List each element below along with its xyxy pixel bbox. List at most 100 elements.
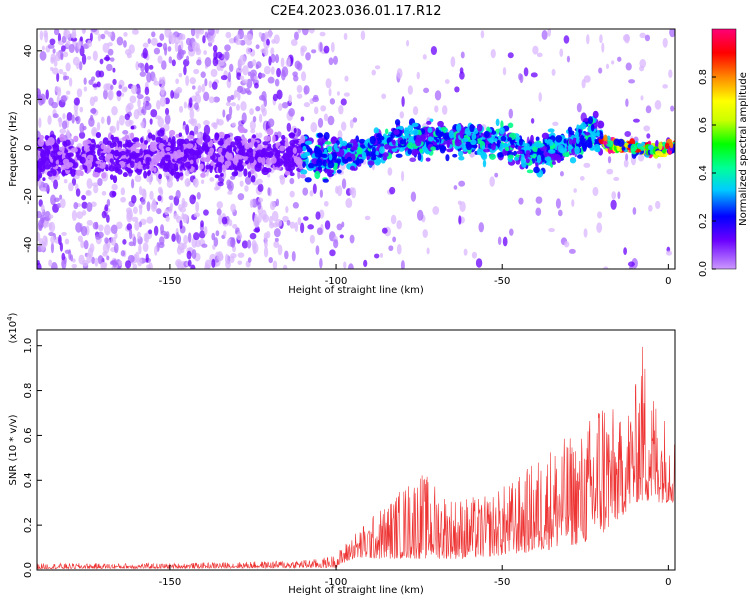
spectrogram-blob xyxy=(573,188,577,193)
spectrogram-blob xyxy=(225,31,232,39)
spectrogram-blob xyxy=(106,198,111,207)
spectrogram-blob xyxy=(257,132,263,139)
spectrogram-blob xyxy=(200,172,206,178)
spectrogram-blob xyxy=(312,96,320,103)
spectrogram-blob xyxy=(84,165,88,173)
spectrogram-blob xyxy=(289,221,296,229)
spectrogram-blob xyxy=(320,105,327,112)
spectrogram-blob xyxy=(97,177,103,187)
spectrogram-blob xyxy=(37,160,40,168)
spectrogram-blob xyxy=(107,48,114,56)
spectrogram-blob xyxy=(205,164,210,170)
spectrogram-blob xyxy=(60,198,66,209)
spectrogram-blob xyxy=(250,175,256,183)
spectrogram-blob xyxy=(160,160,165,165)
spectrogram-blob xyxy=(253,75,259,80)
spectrogram-blob xyxy=(258,31,263,38)
spectrogram-blob xyxy=(362,151,367,160)
spectrogram-blob xyxy=(315,211,321,220)
spectrogram-blob xyxy=(138,185,143,196)
spectrogram-blob xyxy=(124,113,131,121)
spectrogram-blob xyxy=(165,215,170,222)
spectrogram-blob xyxy=(455,123,462,132)
spectrogram-blob xyxy=(416,209,424,221)
spectrogram-blob xyxy=(545,156,552,163)
spectrogram-blob xyxy=(110,224,118,234)
spectrogram-blob xyxy=(215,230,220,237)
spectrogram-blob xyxy=(396,243,402,255)
spectrogram-blob xyxy=(640,95,644,101)
spectrogram-y-ticks: -40 -20 0 20 40 xyxy=(23,44,42,253)
spectrogram-blob xyxy=(217,251,224,262)
spectrogram-blob xyxy=(255,44,260,50)
spectrogram-blob xyxy=(323,200,329,207)
spectrogram-blob xyxy=(349,187,355,196)
spectrogram-blob xyxy=(440,126,448,132)
spectrogram-blob xyxy=(173,36,181,45)
spectrogram-blob xyxy=(292,147,297,154)
spectrogram-blob xyxy=(470,139,477,146)
spectrogram-blob xyxy=(270,47,275,55)
spectrogram-blob xyxy=(88,117,95,127)
spectrogram-blob xyxy=(465,142,473,151)
spectrogram-blob xyxy=(288,132,295,139)
spectrogram-blob xyxy=(261,152,268,158)
spectrogram-blob xyxy=(342,158,349,164)
spectrogram-blob xyxy=(251,134,257,139)
spectrogram-blob xyxy=(203,226,208,236)
spectrogram-blob xyxy=(156,151,165,158)
spectrogram-blob xyxy=(441,105,448,115)
spectrogram-blob xyxy=(270,156,277,164)
spectrogram-blob xyxy=(53,29,60,36)
spectrogram-blob xyxy=(395,153,403,158)
spectrogram-blob xyxy=(144,62,149,74)
spectrogram-blob xyxy=(108,165,116,172)
spectrogram-blob xyxy=(494,138,498,142)
spectrogram-blob xyxy=(284,140,289,149)
spectrogram-blob xyxy=(199,163,204,170)
spectrogram-blob xyxy=(61,120,68,130)
spectrogram-blob xyxy=(268,29,273,39)
spectrogram-blob xyxy=(136,164,144,170)
spectrogram-blob xyxy=(266,146,273,152)
spectrogram-blob xyxy=(520,155,525,164)
spectrogram-blob xyxy=(164,209,169,215)
spectrogram-blob xyxy=(66,111,73,121)
spectrogram-blob xyxy=(488,137,495,144)
spectrogram-blob xyxy=(165,107,170,116)
spectrogram-blob xyxy=(348,263,354,269)
spectrogram-blob xyxy=(240,101,247,111)
spectrogram-blob xyxy=(597,120,605,129)
spectrogram-blob xyxy=(286,122,292,132)
spectrogram-blob xyxy=(61,231,67,236)
spectrogram-blob xyxy=(401,96,405,107)
spectrogram-blob xyxy=(178,132,183,137)
snr-frame xyxy=(36,329,676,571)
spectrogram-blob xyxy=(646,133,651,139)
spectrogram-blob xyxy=(548,227,555,233)
spectrogram-blob xyxy=(302,187,309,196)
spectrogram-blob xyxy=(153,225,159,236)
spectrogram-blob xyxy=(200,157,207,162)
spectrogram-blob xyxy=(75,222,83,233)
spectrogram-blob xyxy=(196,154,202,159)
spectrogram-blob xyxy=(176,158,183,164)
spectrogram-blob xyxy=(409,157,417,162)
spectrogram-blob xyxy=(65,62,71,72)
spectrogram-blob xyxy=(180,263,184,269)
spectrogram-blob xyxy=(94,257,99,267)
snr-x-tick-label: -150 xyxy=(159,577,182,588)
spectrogram-blob xyxy=(202,35,206,44)
spectrogram-blob xyxy=(120,250,126,257)
spectrogram-blob xyxy=(587,116,594,125)
spectrogram-blob xyxy=(180,144,184,153)
spectrogram-blob xyxy=(39,51,47,61)
spectrogram-blob xyxy=(268,56,272,66)
spectrogram-blob xyxy=(137,231,141,240)
spectrogram-x-tick-label: -100 xyxy=(325,276,348,287)
spectrogram-blob xyxy=(490,48,496,59)
spectrogram-blob xyxy=(151,158,156,164)
spectrogram-blob xyxy=(68,182,74,192)
spectrogram-blob xyxy=(225,151,230,159)
spectrogram-blob xyxy=(190,159,194,165)
